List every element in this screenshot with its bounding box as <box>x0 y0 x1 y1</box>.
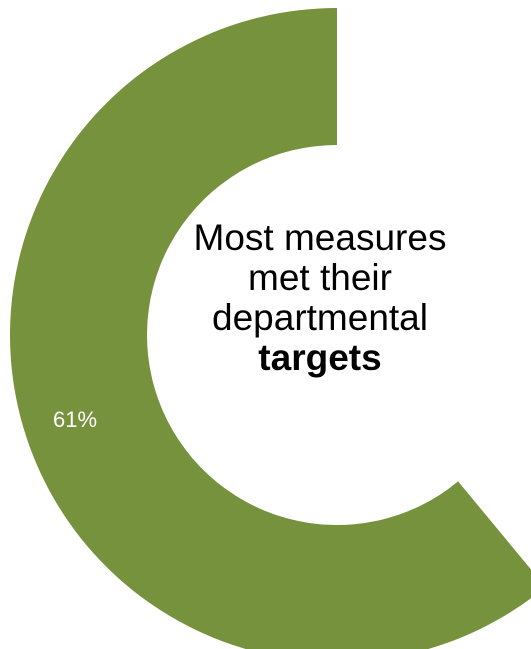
center-annotation: Most measures met their departmental tar… <box>150 218 490 378</box>
center-text-line-2: met their <box>248 257 392 298</box>
data-label-met-targets: 61% <box>53 407 98 432</box>
donut-slice-met-targets <box>10 8 531 649</box>
center-text-line-1: Most measures <box>193 217 447 258</box>
center-text-emphasis: targets <box>258 337 382 378</box>
center-text-line-3: departmental <box>212 297 428 338</box>
